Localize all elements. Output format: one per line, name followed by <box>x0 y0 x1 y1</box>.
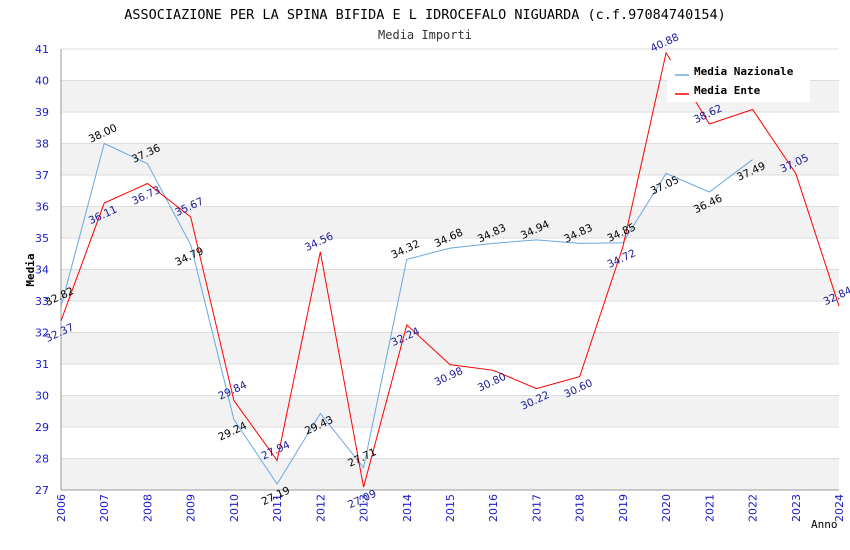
band-38 <box>61 112 839 144</box>
y-tick-label: 37 <box>35 169 49 182</box>
y-tick-labels: 27 28 29 30 31 32 33 34 35 36 37 38 39 40 41 <box>35 43 49 497</box>
y-tick-label: 41 <box>35 43 49 56</box>
y-tick-label: 30 <box>35 390 49 403</box>
x-tick-label: 2010 <box>228 494 241 522</box>
legend-box <box>667 60 810 102</box>
y-tick-label: 28 <box>35 453 49 466</box>
y-tick-label: 34 <box>35 264 49 277</box>
x-tick-label: 2015 <box>444 494 457 522</box>
y-tick-label: 31 <box>35 358 49 371</box>
legend: Media Nazionale Media Ente <box>667 60 810 102</box>
x-tick-label: 2021 <box>703 494 716 522</box>
x-tick-label: 2019 <box>617 494 630 522</box>
x-tick-label: 2023 <box>790 494 803 522</box>
y-tick-label: 32 <box>35 327 49 340</box>
series-line-media-nazionale <box>60 142 753 485</box>
y-tick-label: 38 <box>35 138 49 151</box>
series-line-media-ente <box>60 51 840 488</box>
y-tick-label: 27 <box>35 484 49 497</box>
y-axis-label: Media <box>24 253 37 286</box>
x-tick-label: 2009 <box>185 494 198 522</box>
band-27 <box>61 458 839 490</box>
series-lines <box>60 51 840 488</box>
x-tick-label: 2016 <box>487 494 500 522</box>
x-tick-label: 2022 <box>747 494 760 522</box>
x-axis-label: Anno <box>811 518 838 531</box>
x-tick-label: 2007 <box>98 494 111 522</box>
chart-title: ASSOCIAZIONE PER LA SPINA BIFIDA E L IDR… <box>124 7 725 23</box>
band-30 <box>61 364 839 396</box>
band-35 <box>61 206 839 238</box>
legend-label-media-nazionale: Media Nazionale <box>694 65 794 78</box>
y-tick-label: 33 <box>35 295 49 308</box>
x-tick-label: 2013 <box>358 494 371 522</box>
y-tick-label: 39 <box>35 106 49 119</box>
band-32 <box>61 301 839 333</box>
y-tick-label: 36 <box>35 201 49 214</box>
band-37 <box>61 143 839 175</box>
chart-subtitle: Media Importi <box>378 28 472 42</box>
band-28 <box>61 427 839 459</box>
gridlines <box>61 48 839 491</box>
band-31 <box>61 332 839 364</box>
band-34 <box>61 238 839 270</box>
x-tick-label: 2006 <box>55 494 68 522</box>
x-tick-label: 2008 <box>141 494 154 522</box>
x-tick-label: 2017 <box>530 494 543 522</box>
x-tick-label: 2011 <box>271 494 284 522</box>
x-tick-labels: 2006 2007 2008 2009 2010 2011 2012 2013 2014 2015… <box>55 494 846 522</box>
y-tick-label: 40 <box>35 75 49 88</box>
background-bands <box>61 49 839 490</box>
x-tick-label: 2014 <box>401 494 414 522</box>
y-tick-label: 35 <box>35 232 49 245</box>
x-tick-label: 2020 <box>660 494 673 522</box>
legend-label-media-ente: Media Ente <box>694 84 761 97</box>
x-tick-label: 2012 <box>314 494 327 522</box>
band-36 <box>61 175 839 207</box>
y-tick-label: 29 <box>35 421 49 434</box>
x-tick-label: 2018 <box>574 494 587 522</box>
x-tick-label: 2024 <box>833 494 846 522</box>
band-29 <box>61 395 839 427</box>
band-33 <box>61 269 839 301</box>
